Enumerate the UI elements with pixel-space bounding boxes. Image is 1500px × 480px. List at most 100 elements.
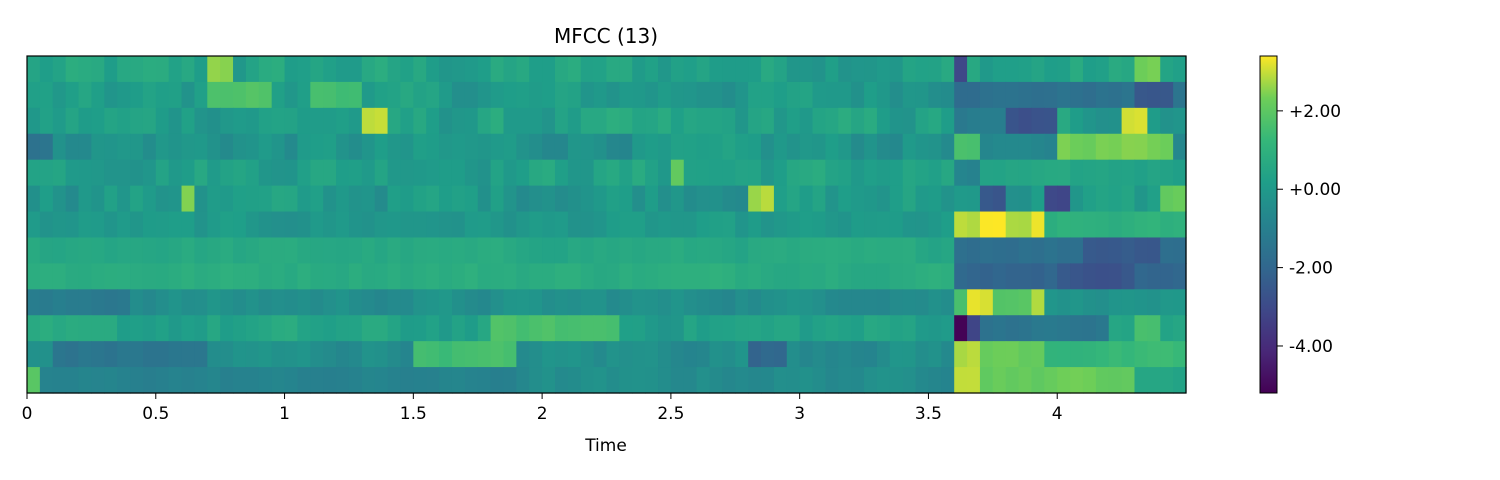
- heatmap-cell: [426, 81, 440, 109]
- heatmap-cell: [91, 237, 105, 264]
- heatmap-cell: [439, 289, 453, 316]
- heatmap-cell: [310, 289, 324, 316]
- colorbar-tick-label: -4.00: [1289, 337, 1333, 357]
- heatmap-cell: [65, 289, 80, 316]
- heatmap-cell: [554, 211, 569, 239]
- heatmap-cell: [748, 185, 762, 213]
- heatmap-cell: [838, 81, 852, 109]
- heatmap-cell: [271, 81, 286, 109]
- heatmap-cell: [104, 107, 118, 135]
- heatmap-cell: [670, 315, 685, 342]
- heatmap-cell: [65, 237, 80, 264]
- colorbar-tick-label: -2.00: [1289, 259, 1333, 279]
- heatmap-cell: [1147, 81, 1161, 109]
- heatmap-cell: [374, 159, 389, 187]
- heatmap-cell: [876, 289, 891, 316]
- heatmap-cell: [851, 367, 865, 394]
- heatmap-cell: [967, 237, 981, 264]
- heatmap-cell: [27, 315, 41, 342]
- heatmap-cell: [812, 289, 827, 316]
- heatmap-cell: [670, 367, 685, 394]
- heatmap-cell: [65, 81, 80, 109]
- heatmap-cell: [889, 289, 904, 316]
- heatmap-cell: [876, 107, 891, 135]
- heatmap-cell: [258, 315, 273, 342]
- heatmap-cell: [27, 159, 41, 187]
- heatmap-cell: [1005, 237, 1020, 264]
- heatmap-cell: [1173, 341, 1187, 368]
- heatmap-cell: [761, 107, 775, 135]
- heatmap-cell: [735, 107, 749, 135]
- heatmap-cell: [91, 133, 105, 161]
- heatmap-cell: [1121, 237, 1136, 264]
- heatmap-cell: [1070, 185, 1084, 213]
- heatmap-cell: [1095, 367, 1110, 394]
- heatmap-cell: [1121, 133, 1136, 161]
- heatmap-cell: [864, 81, 878, 109]
- heatmap-cell: [554, 107, 569, 135]
- heatmap-cell: [1121, 56, 1136, 83]
- heatmap-cell: [1173, 315, 1187, 342]
- heatmap-cell: [104, 237, 118, 264]
- heatmap-cell: [310, 237, 324, 264]
- heatmap-cell: [709, 367, 723, 394]
- heatmap-cell: [1018, 56, 1033, 83]
- heatmap-cell: [876, 237, 891, 264]
- heatmap-cell: [1134, 56, 1148, 83]
- heatmap-cell: [336, 263, 350, 290]
- heatmap-cell: [439, 211, 453, 239]
- heatmap-cell: [400, 159, 414, 187]
- heatmap-cell: [258, 341, 273, 368]
- heatmap-cell: [1070, 315, 1084, 342]
- heatmap-cell: [233, 185, 247, 213]
- heatmap-cell: [142, 211, 157, 239]
- heatmap-cell: [1082, 107, 1097, 135]
- heatmap-cell: [1121, 367, 1136, 394]
- heatmap-cell: [400, 185, 414, 213]
- heatmap-cell: [1173, 159, 1187, 187]
- heatmap-cell: [709, 56, 723, 83]
- heatmap-cell: [207, 237, 221, 264]
- heatmap-cell: [992, 341, 1007, 368]
- heatmap-cell: [773, 133, 788, 161]
- heatmap-cell: [1044, 81, 1058, 109]
- heatmap-cell: [400, 367, 414, 394]
- heatmap-cell: [735, 185, 749, 213]
- heatmap-cell: [902, 107, 917, 135]
- heatmap-cell: [580, 133, 595, 161]
- heatmap-cell: [1160, 107, 1174, 135]
- heatmap-cell: [1031, 211, 1045, 239]
- heatmap-cell: [941, 185, 955, 213]
- heatmap-cell: [490, 81, 505, 109]
- heatmap-cell: [748, 367, 762, 394]
- heatmap-cell: [1108, 56, 1123, 83]
- heatmap-cell: [722, 263, 736, 290]
- heatmap-cell: [606, 263, 620, 290]
- heatmap-cell: [503, 263, 517, 290]
- heatmap-cell: [426, 211, 440, 239]
- heatmap-cell: [181, 367, 196, 394]
- heatmap-cell: [928, 159, 942, 187]
- heatmap-cell: [825, 56, 839, 83]
- heatmap-cell: [606, 159, 620, 187]
- heatmap-cell: [722, 56, 736, 83]
- heatmap-cell: [1082, 367, 1097, 394]
- heatmap-cell: [464, 263, 479, 290]
- heatmap-cell: [670, 81, 685, 109]
- heatmap-cell: [838, 133, 852, 161]
- heatmap-cell: [284, 237, 299, 264]
- heatmap-cell: [645, 237, 659, 264]
- heatmap-cell: [245, 107, 260, 135]
- heatmap-cell: [542, 56, 556, 83]
- heatmap-cell: [181, 341, 196, 368]
- heatmap-cell: [104, 289, 118, 316]
- heatmap-cell: [78, 237, 92, 264]
- heatmap-cell: [606, 289, 620, 316]
- heatmap-cell: [1070, 341, 1084, 368]
- heatmap-cell: [529, 211, 543, 239]
- heatmap-cell: [117, 315, 131, 342]
- heatmap-cell: [142, 159, 157, 187]
- heatmap-cell: [593, 367, 608, 394]
- heatmap-cell: [722, 237, 736, 264]
- heatmap-cell: [271, 159, 286, 187]
